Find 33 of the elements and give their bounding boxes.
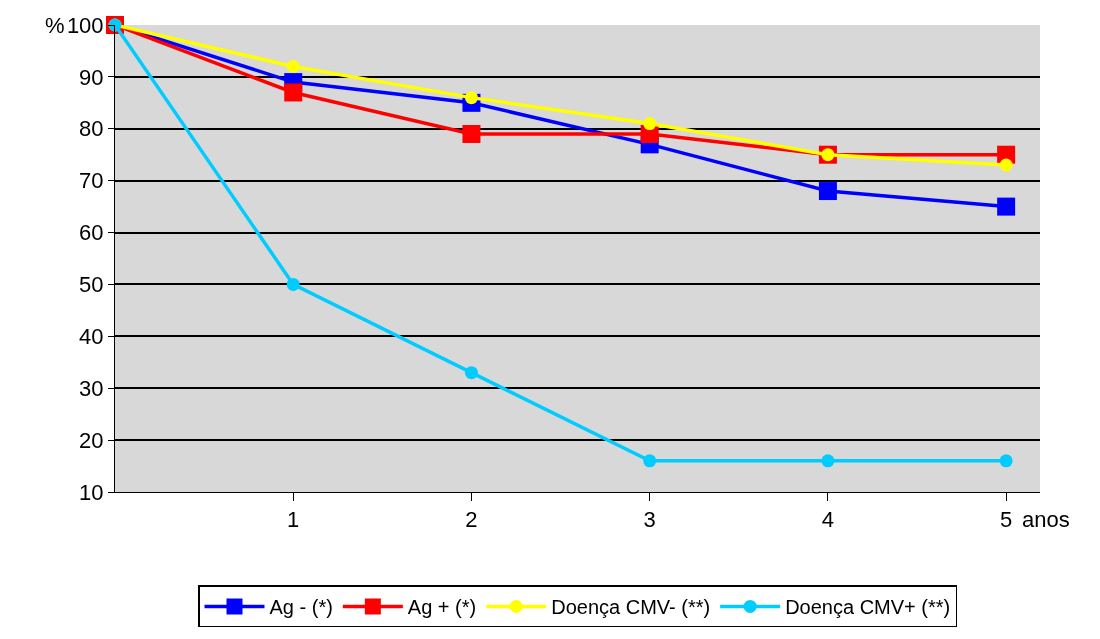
point xyxy=(997,197,1016,216)
point xyxy=(462,124,481,143)
legend-label: Doença CMV+ (**) xyxy=(785,596,951,619)
point xyxy=(284,83,303,102)
legend-label: Ag + (*) xyxy=(407,596,477,619)
y-tick-label: 40 xyxy=(79,324,104,350)
point xyxy=(818,182,837,201)
x-axis-title: anos xyxy=(1022,507,1070,532)
point xyxy=(999,158,1013,172)
point xyxy=(643,117,657,131)
y-tick-label: 60 xyxy=(79,220,104,246)
x-tick-label: 4 xyxy=(821,507,835,533)
legend-label: Doença CMV- (**) xyxy=(551,596,711,619)
x-tick-label: 1 xyxy=(287,507,300,533)
x-tick-label: 5 xyxy=(1000,507,1013,533)
y-tick-label: 20 xyxy=(79,427,104,453)
y-tick-label: 50 xyxy=(79,272,104,298)
point xyxy=(286,60,300,73)
y-tick-label: 70 xyxy=(79,168,104,194)
point xyxy=(821,454,835,468)
x-tick-label: 3 xyxy=(643,507,656,533)
y-tick-label: 10 xyxy=(79,479,104,505)
y-tick-label: 100 xyxy=(66,12,104,38)
point xyxy=(286,277,300,291)
point xyxy=(464,366,478,380)
y-tick-label: 80 xyxy=(79,116,104,142)
y-tick-label: 90 xyxy=(79,64,104,90)
legend-label: Ag - (*) xyxy=(269,596,333,619)
x-tick-label: 2 xyxy=(465,507,478,533)
point xyxy=(643,454,657,468)
y-axis-title: % xyxy=(45,13,65,38)
point xyxy=(999,454,1013,468)
y-tick-label: 30 xyxy=(79,375,104,401)
